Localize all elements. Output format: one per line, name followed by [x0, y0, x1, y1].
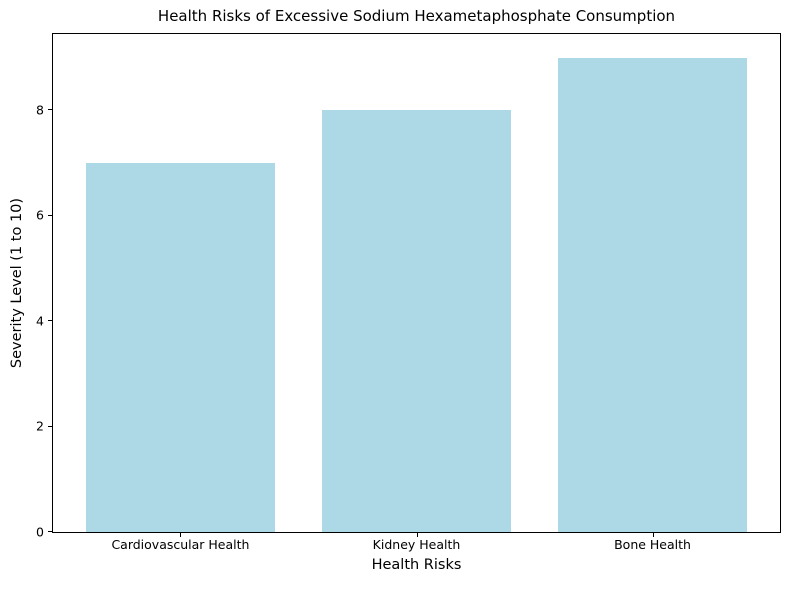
bar-bone-health: [558, 57, 747, 532]
y-tick-label: 2: [36, 418, 44, 434]
bar-kidney-health: [322, 110, 511, 532]
chart-title: Health Risks of Excessive Sodium Hexamet…: [157, 7, 676, 25]
x-tick-label: Kidney Health: [372, 537, 461, 552]
y-tick-mark: [48, 320, 53, 322]
x-tick-label: Cardiovascular Health: [111, 537, 250, 552]
y-tick-mark: [48, 425, 53, 427]
y-tick-mark: [48, 109, 53, 111]
x-tick-mark: [652, 532, 654, 537]
x-tick-mark: [180, 532, 182, 537]
y-axis-label: Severity Level (1 to 10): [9, 197, 25, 369]
y-tick-mark: [48, 531, 53, 532]
y-tick-label: 4: [36, 312, 44, 328]
y-tick-label: 0: [36, 523, 44, 539]
y-tick-label: 6: [36, 207, 44, 223]
x-tick-mark: [416, 532, 418, 537]
y-tick-label: 8: [36, 102, 44, 118]
plot-area: 0 2 4 6 8 Cardiovascular Health Kidney Health B…: [36, 33, 781, 551]
x-axis-label: Health Risks: [371, 557, 462, 573]
x-tick-label: Bone Health: [614, 537, 691, 552]
bar-cardiovascular-health: [86, 163, 275, 532]
y-tick-mark: [48, 214, 53, 216]
